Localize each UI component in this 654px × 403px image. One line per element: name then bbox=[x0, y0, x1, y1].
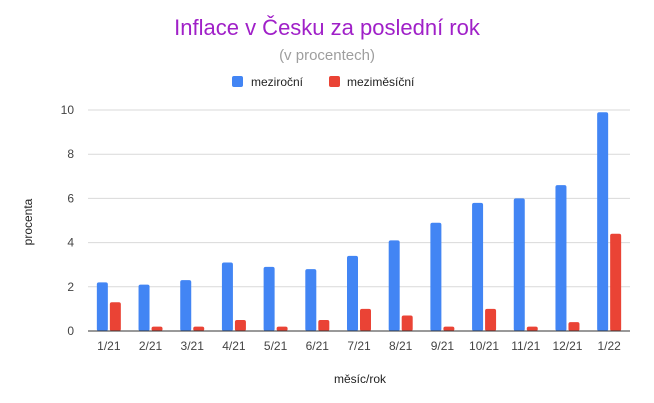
legend: meziroční meziměsíční bbox=[232, 75, 415, 89]
legend-label-meziroční: meziroční bbox=[251, 75, 304, 89]
bar-mezimesicni-8-21 bbox=[401, 315, 413, 331]
bar-mezirocni-2-21 bbox=[138, 284, 150, 331]
bar-mezirocni-4-21 bbox=[221, 262, 233, 331]
bar-mezirocni-9-21 bbox=[430, 222, 442, 331]
bar-mezimesicni-7-21 bbox=[360, 308, 371, 331]
x-tick-label: 11/21 bbox=[511, 339, 540, 353]
bar-mezirocni-11-21 bbox=[513, 198, 525, 331]
x-axis-title: měsíc/rok bbox=[334, 372, 387, 386]
x-tick-label: 9/21 bbox=[431, 339, 455, 353]
chart-subtitle: (v procentech) bbox=[279, 47, 375, 64]
x-tick-label: 7/21 bbox=[347, 339, 371, 353]
x-tick-label: 8/21 bbox=[389, 339, 413, 353]
bar-mezirocni-1-22 bbox=[597, 112, 609, 332]
bars bbox=[96, 112, 622, 332]
y-axis-title: procenta bbox=[21, 198, 35, 245]
y-tick-label: 8 bbox=[67, 147, 74, 161]
bar-mezirocni-3-21 bbox=[180, 280, 192, 331]
y-tick-label: 4 bbox=[67, 236, 74, 250]
bar-mezimesicni-9-21 bbox=[443, 326, 455, 331]
chart-title: Inflace v Česku za poslední rok bbox=[174, 15, 481, 40]
x-tick-label: 10/21 bbox=[469, 339, 499, 353]
bar-mezimesicni-5-21 bbox=[276, 326, 288, 331]
legend-swatch-meziměsíční bbox=[329, 76, 340, 87]
x-axis-ticks: 1/21 2/21 3/21 4/21 5/21 6/21 7/21 8/21 9/21 10/2… bbox=[97, 339, 621, 353]
bar-mezimesicni-1-21 bbox=[109, 302, 121, 331]
x-tick-label: 3/21 bbox=[181, 339, 205, 353]
gridlines bbox=[88, 109, 630, 288]
legend-label-meziměsíční: meziměsíční bbox=[347, 75, 415, 89]
bar-mezirocni-12-21 bbox=[555, 185, 567, 331]
bar-mezirocni-10-21 bbox=[472, 202, 484, 331]
bar-mezirocni-8-21 bbox=[388, 240, 400, 331]
x-tick-label: 6/21 bbox=[306, 339, 330, 353]
bar-mezirocni-1-21 bbox=[96, 282, 108, 331]
bar-mezimesicni-11-21 bbox=[526, 326, 538, 331]
bar-mezirocni-6-21 bbox=[305, 269, 317, 331]
y-tick-label: 0 bbox=[67, 324, 74, 338]
bar-mezimesicni-4-21 bbox=[234, 319, 246, 331]
bar-mezimesicni-6-21 bbox=[318, 319, 330, 331]
bar-mezimesicni-2-21 bbox=[151, 326, 163, 331]
bar-mezirocni-5-21 bbox=[263, 266, 275, 331]
y-tick-label: 6 bbox=[67, 191, 74, 205]
bar-mezimesicni-12-21 bbox=[568, 322, 580, 331]
x-tick-label: 12/21 bbox=[552, 339, 582, 353]
y-axis-ticks: 0 2 4 6 8 10 bbox=[61, 103, 75, 338]
bar-mezirocni-7-21 bbox=[347, 255, 358, 331]
x-tick-label: 2/21 bbox=[139, 339, 163, 353]
legend-swatch-meziroční bbox=[232, 76, 243, 87]
bar-mezimesicni-1-22 bbox=[610, 233, 622, 331]
x-tick-label: 1/22 bbox=[597, 339, 621, 353]
y-tick-label: 10 bbox=[61, 103, 75, 117]
x-tick-label: 5/21 bbox=[264, 339, 288, 353]
x-tick-label: 4/21 bbox=[222, 339, 246, 353]
y-tick-label: 2 bbox=[67, 280, 74, 294]
bar-mezimesicni-10-21 bbox=[485, 308, 497, 331]
bar-mezimesicni-3-21 bbox=[193, 326, 205, 331]
x-tick-label: 1/21 bbox=[97, 339, 121, 353]
